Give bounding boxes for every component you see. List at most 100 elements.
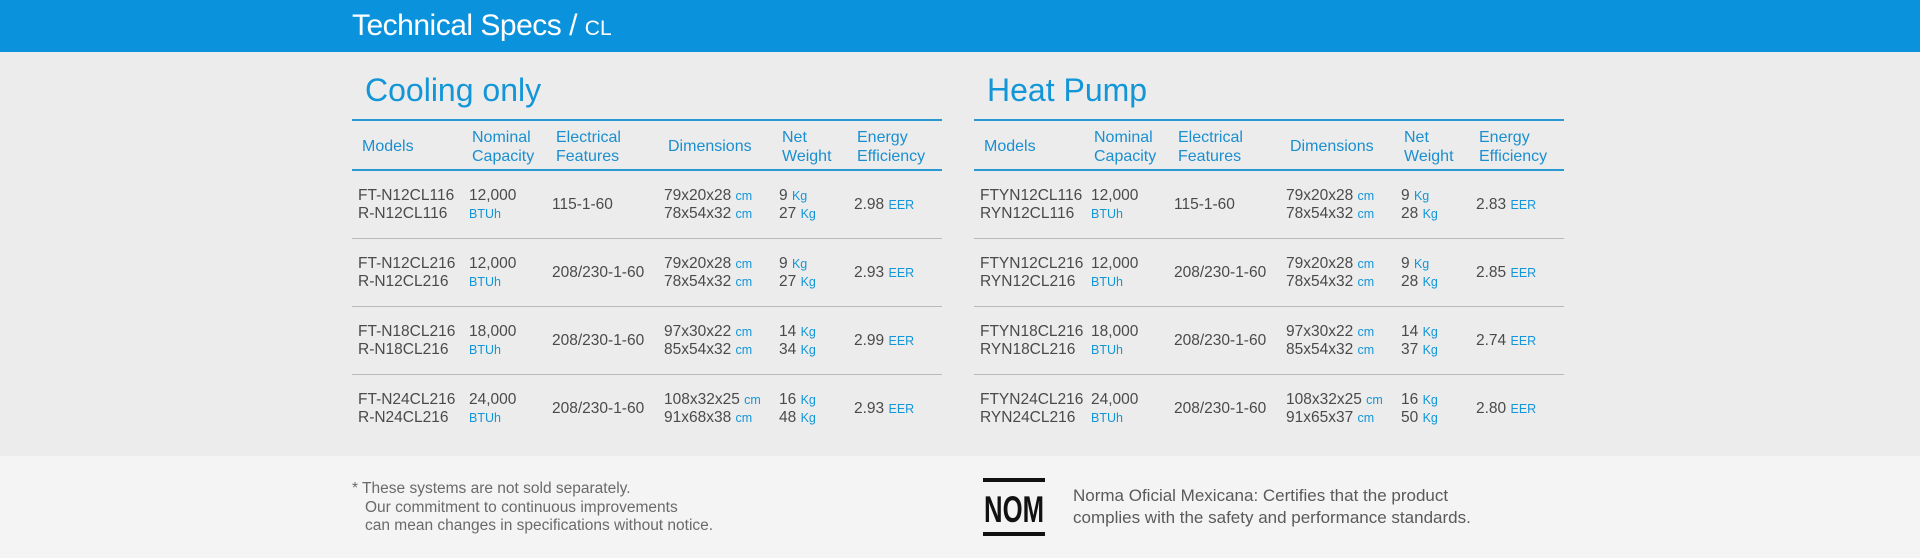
weight-outdoor: 28 Kg <box>1401 273 1438 291</box>
col-weight: Net Weight <box>1404 128 1454 166</box>
dimensions-outdoor-value: 91x68x38 <box>664 409 732 426</box>
footnote-line-1: * These systems are not sold separately. <box>352 480 631 497</box>
weight-indoor-unit: Kg <box>791 189 808 203</box>
footer: * These systems are not sold separately.… <box>0 456 1920 558</box>
dimensions-outdoor-unit: cm <box>1357 275 1375 289</box>
col-efficiency-line-2: Efficiency <box>857 148 926 165</box>
efficiency-value: 2.93 <box>854 264 885 281</box>
table-row: FT-N12CL216 R-N12CL216 12,000 BTUh 208/230-1… <box>352 239 942 307</box>
col-electrical-line-2: Features <box>1178 148 1242 165</box>
dimensions-indoor-value: 79x20x28 <box>1286 187 1354 204</box>
capacity-value: 12,000 <box>1091 255 1139 272</box>
capacity-cell: 12,000 BTUh <box>1091 187 1138 223</box>
dimensions-outdoor-value: 78x54x32 <box>664 205 732 222</box>
dimensions-indoor: 79x20x28 cm <box>1286 187 1374 205</box>
dimensions-outdoor-value: 85x54x32 <box>1286 341 1354 358</box>
capacity-cell: 12,000 BTUh <box>469 255 516 291</box>
col-efficiency: Energy Efficiency <box>1479 128 1547 166</box>
weight-outdoor-value: 27 <box>779 205 797 222</box>
page-title-main: Technical Specs / <box>352 9 577 42</box>
footnote-line-3: can mean changes in specifications witho… <box>365 517 714 534</box>
weight-outdoor-value: 34 <box>779 341 797 358</box>
capacity-value: 12,000 <box>1091 187 1139 204</box>
heatpump-table: Models Nominal Capacity Electrical Features D… <box>974 119 1564 443</box>
efficiency-cell: 2.99 EER <box>854 332 914 350</box>
capacity-value: 18,000 <box>469 323 517 340</box>
weight-outdoor: 28 Kg <box>1401 205 1438 223</box>
col-electrical-line-2: Features <box>556 148 620 165</box>
capacity-unit: BTUh <box>1091 207 1123 221</box>
table-row: FTYN24CL216 RYN24CL216 24,000 BTUh 208/230-1… <box>974 375 1564 443</box>
weight-outdoor-value: 28 <box>1401 273 1419 290</box>
dimensions-indoor: 79x20x28 cm <box>664 187 752 205</box>
dimensions-outdoor: 85x54x32 cm <box>1286 341 1374 359</box>
dimensions-cell: 108x32x25 cm 91x65x37 cm <box>1286 391 1383 427</box>
weight-outdoor-value: 27 <box>779 273 797 290</box>
page-title: Technical Specs / CL <box>352 9 612 43</box>
weight-indoor-value: 14 <box>779 323 797 340</box>
dimensions-outdoor: 85x54x32 cm <box>664 341 752 359</box>
efficiency-cell: 2.98 EER <box>854 196 914 214</box>
weight-indoor: 9 Kg <box>1401 255 1438 273</box>
weight-indoor-value: 9 <box>1401 187 1410 204</box>
efficiency-cell: 2.74 EER <box>1476 332 1536 350</box>
capacity-cell: 12,000 BTUh <box>469 187 516 223</box>
weight-cell: 16 Kg 48 Kg <box>779 391 816 427</box>
electrical-cell: 115-1-60 <box>1174 196 1235 213</box>
weight-outdoor-unit: Kg <box>1422 411 1438 425</box>
col-electrical: Electrical Features <box>556 128 621 166</box>
dimensions-outdoor-value: 78x54x32 <box>1286 273 1354 290</box>
dimensions-outdoor-unit: cm <box>1357 343 1375 357</box>
weight-outdoor-unit: Kg <box>800 411 816 425</box>
dimensions-indoor-value: 97x30x22 <box>1286 323 1354 340</box>
dimensions-outdoor-unit: cm <box>1357 207 1375 221</box>
dimensions-indoor-unit: cm <box>1357 325 1375 339</box>
capacity-value: 12,000 <box>469 255 517 272</box>
dimensions-outdoor-unit: cm <box>735 411 753 425</box>
efficiency-value: 2.74 <box>1476 332 1507 349</box>
dimensions-indoor-value: 79x20x28 <box>664 255 732 272</box>
efficiency-cell: 2.83 EER <box>1476 196 1536 214</box>
weight-indoor-unit: Kg <box>791 257 808 271</box>
col-capacity-line-1: Nominal <box>1094 129 1153 146</box>
efficiency-unit: EER <box>1510 198 1537 212</box>
col-dimensions: Dimensions <box>668 138 752 155</box>
footnote: * These systems are not sold separately.… <box>352 480 713 536</box>
weight-cell: 14 Kg 34 Kg <box>779 323 816 359</box>
nom-logo-text: NOM <box>984 489 1044 530</box>
efficiency-value: 2.85 <box>1476 264 1507 281</box>
col-dimensions: Dimensions <box>1290 138 1374 155</box>
table-header: Models Nominal Capacity Electrical Features D… <box>974 119 1564 171</box>
col-weight-line-1: Net <box>1404 129 1429 146</box>
weight-indoor-unit: Kg <box>800 393 816 407</box>
model-cell: FTYN12CL216 RYN12CL216 <box>980 255 1083 291</box>
capacity-value: 18,000 <box>1091 323 1139 340</box>
footnote-line-2: Our commitment to continuous improvement… <box>365 498 678 516</box>
weight-outdoor-value: 50 <box>1401 409 1419 426</box>
weight-indoor-unit: Kg <box>1422 393 1438 407</box>
electrical-cell: 208/230-1-60 <box>552 332 645 349</box>
efficiency-unit: EER <box>888 402 915 416</box>
weight-indoor-unit: Kg <box>800 325 816 339</box>
col-electrical-line-1: Electrical <box>556 129 621 146</box>
col-weight-line-2: Weight <box>782 148 832 165</box>
model-cell-line-2: RYN12CL116 <box>980 205 1075 222</box>
dimensions-outdoor-value: 78x54x32 <box>1286 205 1354 222</box>
col-efficiency-line-1: Energy <box>1479 129 1530 146</box>
weight-indoor: 9 Kg <box>779 255 816 273</box>
weight-indoor-value: 9 <box>1401 255 1410 272</box>
weight-indoor-unit: Kg <box>1413 257 1430 271</box>
efficiency-cell: 2.93 EER <box>854 264 914 282</box>
efficiency-unit: EER <box>888 334 915 348</box>
model-cell-line-1: FT-N24CL216 <box>358 391 456 408</box>
col-capacity: Nominal Capacity <box>1094 128 1156 166</box>
model-cell: FT-N18CL216 R-N18CL216 <box>358 323 455 359</box>
dimensions-outdoor-unit: cm <box>735 343 753 357</box>
model-cell-line-2: R-N12CL116 <box>358 205 448 222</box>
dimensions-indoor-unit: cm <box>1357 189 1375 203</box>
capacity-unit: BTUh <box>1091 275 1123 289</box>
capacity-unit: BTUh <box>469 411 501 425</box>
electrical-cell: 208/230-1-60 <box>552 264 645 281</box>
col-efficiency: Energy Efficiency <box>857 128 925 166</box>
dimensions-indoor: 108x32x25 cm <box>664 391 761 409</box>
